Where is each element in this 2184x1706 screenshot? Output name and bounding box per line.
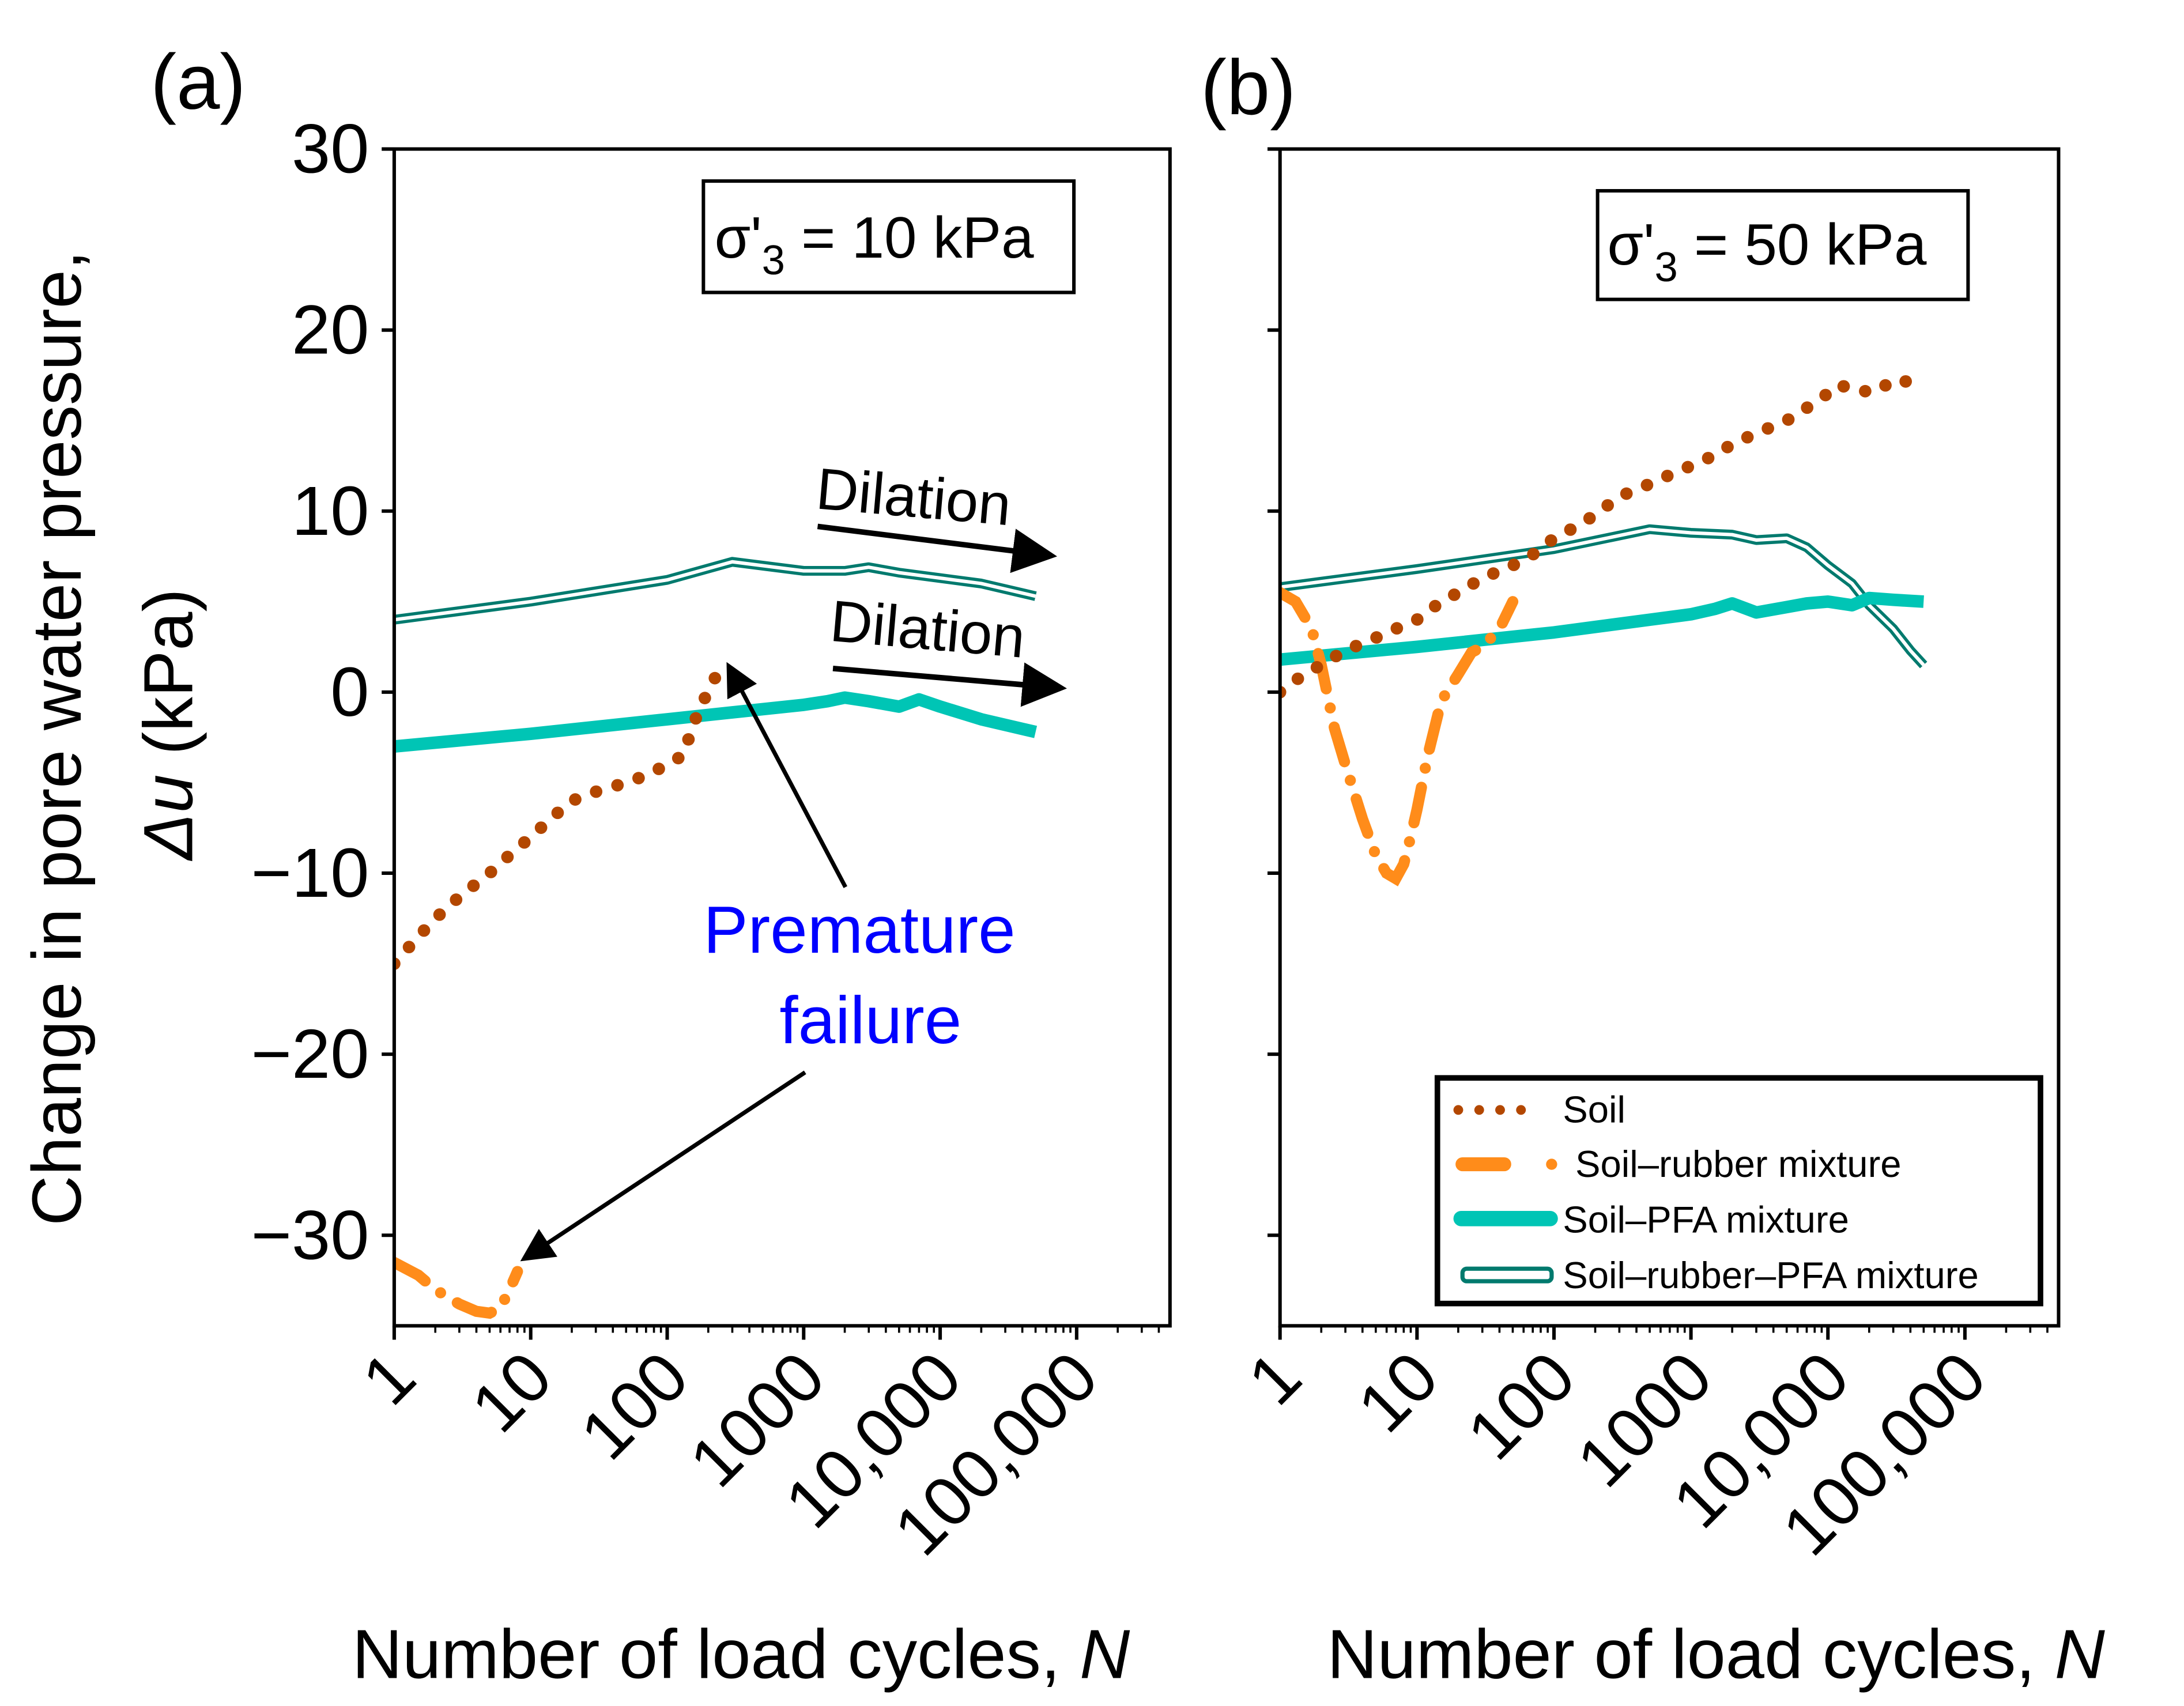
premature-failure-arrow-soil <box>726 662 848 888</box>
series-soil-rubber-pfa-mixture-a-inner <box>394 560 1036 622</box>
series-soil-rubber-pfa-mixture-b-inner <box>1280 527 1925 666</box>
y-tick-label: −10 <box>251 834 369 912</box>
condition-a-suffix: = 10 kPa <box>785 205 1034 270</box>
x-axis-title-b-text: Number of load cycles, <box>1327 1616 2054 1693</box>
premature-failure-line2: failure <box>779 983 961 1058</box>
dilation-arrow-2 <box>832 662 1067 707</box>
x-axis-title-a-symbol: N <box>1080 1616 1130 1693</box>
condition-b-sub: 3 <box>1655 244 1678 290</box>
series-soil-a <box>394 658 728 970</box>
annotations-a: Dilation Dilation Premature failure <box>520 455 1067 1262</box>
y-tick-label: 0 <box>330 653 369 731</box>
condition-a-prefix: σ' <box>715 205 762 270</box>
panel-a-label: (a) <box>150 38 246 125</box>
series-soil-pfa-mixture-a <box>394 691 1038 753</box>
dilation-arrow-1 <box>817 523 1058 573</box>
series-soil-b <box>1280 365 1930 699</box>
legend-label-soil: Soil <box>1563 1089 1625 1131</box>
dilation-label-2: Dilation <box>828 588 1028 670</box>
series-group-b <box>1280 365 1930 886</box>
x-tick-label: 1 <box>1234 1337 1316 1420</box>
x-axis-title-b-symbol: N <box>2054 1616 2105 1693</box>
series-soil-pfa-mixture-b <box>1280 591 1924 666</box>
condition-box-a: σ'3 = 10 kPa <box>701 179 1076 295</box>
plot-frame-b <box>1278 147 2061 1328</box>
y-tick-label: 30 <box>292 110 369 188</box>
x-tick-label: 10 <box>457 1337 566 1447</box>
panel-b-label: (b) <box>1201 44 1296 131</box>
x-axis-title-b: Number of load cycles, N <box>1327 1616 2105 1693</box>
condition-label-b: σ'3 = 50 kPa <box>1608 212 1927 290</box>
x-axis-title-a: Number of load cycles, N <box>352 1616 1130 1693</box>
legend-label-soil-pfa: Soil–PFA mixture <box>1563 1198 1849 1240</box>
x-tick-label: 10 <box>1343 1337 1453 1447</box>
y-axis-title-line2: Δu (kPa) <box>130 588 208 861</box>
premature-failure-arrow-rubber <box>520 1070 806 1262</box>
x-tick-label: 1 <box>348 1337 430 1420</box>
series-group-a <box>394 557 1038 1319</box>
condition-b-suffix: = 50 kPa <box>1678 212 1927 277</box>
premature-failure-line1: Premature <box>703 892 1015 967</box>
condition-b-prefix: σ' <box>1608 212 1655 277</box>
y-axis-unit: (kPa) <box>130 588 208 774</box>
dilation-label-1: Dilation <box>814 455 1014 538</box>
condition-box-b: σ'3 = 50 kPa <box>1595 189 1970 301</box>
y-axis-symbol: Δu <box>130 774 208 861</box>
series-soil-rubber-mixture-b <box>1280 587 1519 886</box>
series-soil-rubber-mixture-a <box>394 1256 523 1319</box>
y-tick-label: 10 <box>292 472 369 550</box>
legend-label-soil-rubber: Soil–rubber mixture <box>1575 1143 1902 1185</box>
y-axis-title-line1: Change in pore water pressure, <box>18 251 96 1226</box>
y-tick-label: 20 <box>292 291 369 369</box>
y-tick-label: −20 <box>251 1015 369 1093</box>
legend-swatch-soil-rubber-pfa <box>1460 1266 1554 1284</box>
y-tick-label: −30 <box>251 1196 369 1274</box>
condition-label-a: σ'3 = 10 kPa <box>715 205 1034 284</box>
x-axis-title-a-text: Number of load cycles, <box>352 1616 1080 1693</box>
condition-a-sub: 3 <box>762 237 785 284</box>
legend: Soil Soil–rubber mixture Soil–PFA mixtur… <box>1434 1075 2043 1307</box>
plot-frame-a <box>392 147 1172 1328</box>
legend-label-soil-rubber-pfa: Soil–rubber–PFA mixture <box>1563 1254 1979 1296</box>
legend-swatch-soil-rubber-dot <box>1546 1158 1557 1170</box>
